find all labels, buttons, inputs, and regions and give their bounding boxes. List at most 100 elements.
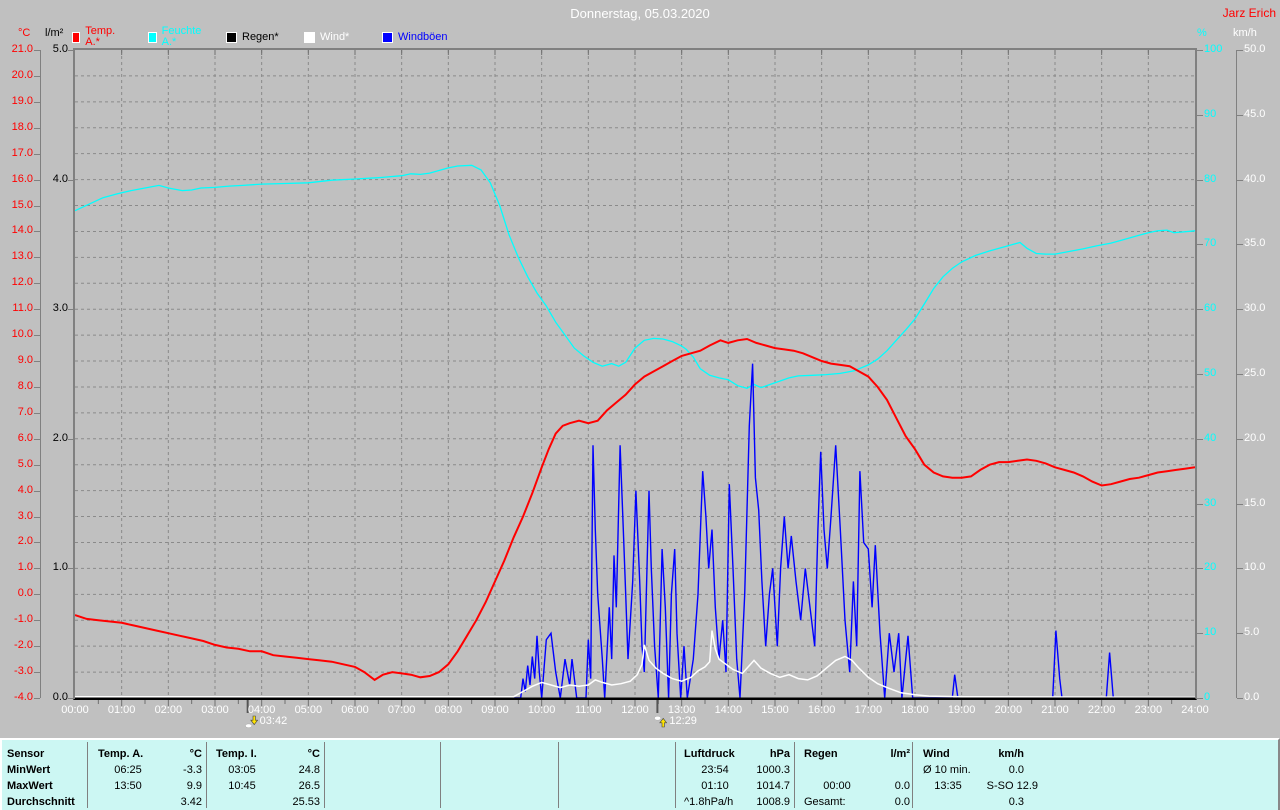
luftdruck-min-value: 1000.3 [756, 764, 790, 776]
temp-i-avg-value: 25.53 [292, 796, 320, 808]
col-header-temp-i: Temp. I. [216, 748, 257, 760]
wind-max-time: 13:35 [934, 780, 962, 792]
wind-axis-tick [1237, 309, 1243, 311]
wind-axis-tick-label: 25.0 [1244, 367, 1266, 379]
col-unit-luftdruck: hPa [769, 748, 790, 760]
hour-tick-label: 14:00 [714, 704, 743, 716]
wind-axis-tick [1237, 633, 1243, 635]
temp-a-max-value: 9.9 [186, 780, 202, 792]
humidity-axis-tick [1197, 244, 1203, 246]
humidity-axis-tick-label: 60 [1204, 302, 1217, 315]
wind-axis-tick [1237, 698, 1243, 699]
hour-tick-label: 16:00 [807, 704, 836, 716]
temp-axis-tick-label: 17.0 [11, 146, 33, 159]
col-header-temp-a: Temp. A. [98, 748, 144, 760]
rain-axis-tick [68, 179, 75, 181]
hour-tick-label: 19:00 [947, 704, 976, 716]
rain-axis-tick-label: 0.0 [52, 691, 68, 703]
series-line-wind [75, 630, 1195, 698]
hour-tick-label: 18:00 [901, 704, 929, 716]
temp-i-max-time: 10:45 [228, 780, 256, 792]
rain-axis-unit: l/m² [45, 27, 64, 39]
temp-axis-tick [34, 490, 40, 492]
temp-axis-tick-label: 20.0 [11, 68, 33, 81]
legend-item-windböen[interactable]: Windböen [382, 31, 448, 43]
hour-tick-label: 07:00 [387, 704, 416, 716]
station-owner-label: Jarz Erich [1222, 6, 1276, 20]
wind-axis-tick-label: 20.0 [1244, 431, 1266, 444]
regen-max-value: 0.0 [894, 780, 910, 792]
legend-swatch-icon [226, 31, 237, 43]
temp-axis-tick [34, 101, 40, 103]
hour-tick-label: 01:00 [107, 704, 136, 716]
table-row-label: Durchschnitt [7, 796, 75, 808]
legend-label: Windböen [398, 30, 448, 43]
hour-tick-label: 06:00 [341, 704, 369, 716]
series-line-feuchte-a [75, 164, 1195, 389]
legend-label: Regen* [242, 30, 279, 43]
temp-axis-tick [34, 542, 40, 544]
temp-axis-tick-label: -4.0 [14, 691, 33, 703]
temp-axis-tick-label: 13.0 [11, 250, 33, 263]
legend-item-wind[interactable]: Wind* [304, 31, 349, 43]
col-header-wind: Wind [923, 748, 950, 760]
table-row-label: MaxWert [7, 780, 53, 792]
temp-axis-tick [34, 698, 40, 699]
hour-tick-label: 02:00 [154, 704, 183, 716]
statistics-table: Sensor MinWert MaxWert Durchschnitt Temp… [0, 738, 1280, 810]
legend-item-regen[interactable]: Regen* [226, 31, 279, 43]
rain-axis-tick [68, 50, 75, 51]
hour-tick-label: 04:00 [247, 704, 276, 716]
temp-axis-tick-label: 14.0 [11, 224, 33, 237]
hour-tick-label: 03:00 [201, 704, 229, 716]
wind-axis-tick-label: 35.0 [1244, 237, 1266, 250]
temp-axis-tick-label: 3.0 [17, 509, 33, 522]
temp-axis-tick-label: 18.0 [11, 120, 33, 133]
celestial-rise-time: 12:29 [669, 715, 697, 727]
celestial-set-time: 03:42 [259, 715, 288, 727]
temp-axis-tick [34, 361, 40, 363]
temp-i-max-value: 26.5 [298, 780, 320, 792]
temp-axis-tick [34, 179, 40, 181]
wind-axis-unit: km/h [1233, 27, 1257, 39]
temp-axis-tick [34, 594, 40, 596]
hour-tick-label: 09:00 [481, 704, 509, 716]
humidity-axis-tick [1197, 179, 1203, 181]
col-unit-temp-i: °C [307, 748, 320, 760]
temp-axis-tick-label: 4.0 [17, 483, 33, 496]
table-separator [794, 742, 795, 808]
rain-axis-tick [68, 309, 75, 311]
series-line-temp-a [75, 337, 1195, 682]
hour-tick-label: 23:00 [1134, 704, 1163, 716]
temp-axis-tick [34, 335, 40, 337]
temp-axis-unit: °C [18, 27, 31, 39]
legend-item-feuchte-a[interactable]: Feuchte A.* [148, 26, 204, 48]
temp-axis-tick-label: -3.0 [14, 665, 33, 678]
rain-axis-tick-label: 4.0 [52, 172, 68, 185]
hour-tick-label: 20:00 [994, 704, 1023, 716]
wind-axis-tick-label: 10.0 [1244, 561, 1266, 574]
wind-min-label: Ø 10 min. [923, 764, 971, 776]
temp-axis-tick-label: 2.0 [17, 535, 33, 548]
temp-axis-tick-label: 1.0 [17, 561, 33, 574]
rain-axis-tick-label: 3.0 [52, 302, 68, 315]
luftdruck-min-time: 23:54 [701, 764, 729, 776]
table-separator [87, 742, 88, 808]
wind-axis-tick-label: 30.0 [1244, 302, 1266, 315]
temp-axis-tick-label: 11.0 [12, 302, 33, 315]
legend-item-temp-a[interactable]: Temp. A.* [72, 26, 118, 48]
hour-tick-label: 05:00 [294, 704, 323, 716]
legend-swatch-icon [304, 31, 315, 43]
temp-axis-tick-label: -1.0 [14, 613, 33, 626]
humidity-axis-tick-label: 90 [1204, 107, 1217, 120]
temp-axis-tick [34, 257, 40, 259]
table-separator [206, 742, 207, 808]
temp-axis-tick [34, 568, 40, 570]
col-unit-temp-a: °C [189, 748, 202, 760]
humidity-axis-tick [1197, 374, 1203, 375]
hour-tick-label: 15:00 [761, 704, 789, 716]
legend-label: Feuchte A.* [161, 25, 202, 48]
temp-axis-tick-label: 12.0 [11, 276, 33, 289]
wind-axis-tick [1237, 114, 1243, 116]
humidity-axis-tick-label: 20 [1204, 561, 1217, 574]
